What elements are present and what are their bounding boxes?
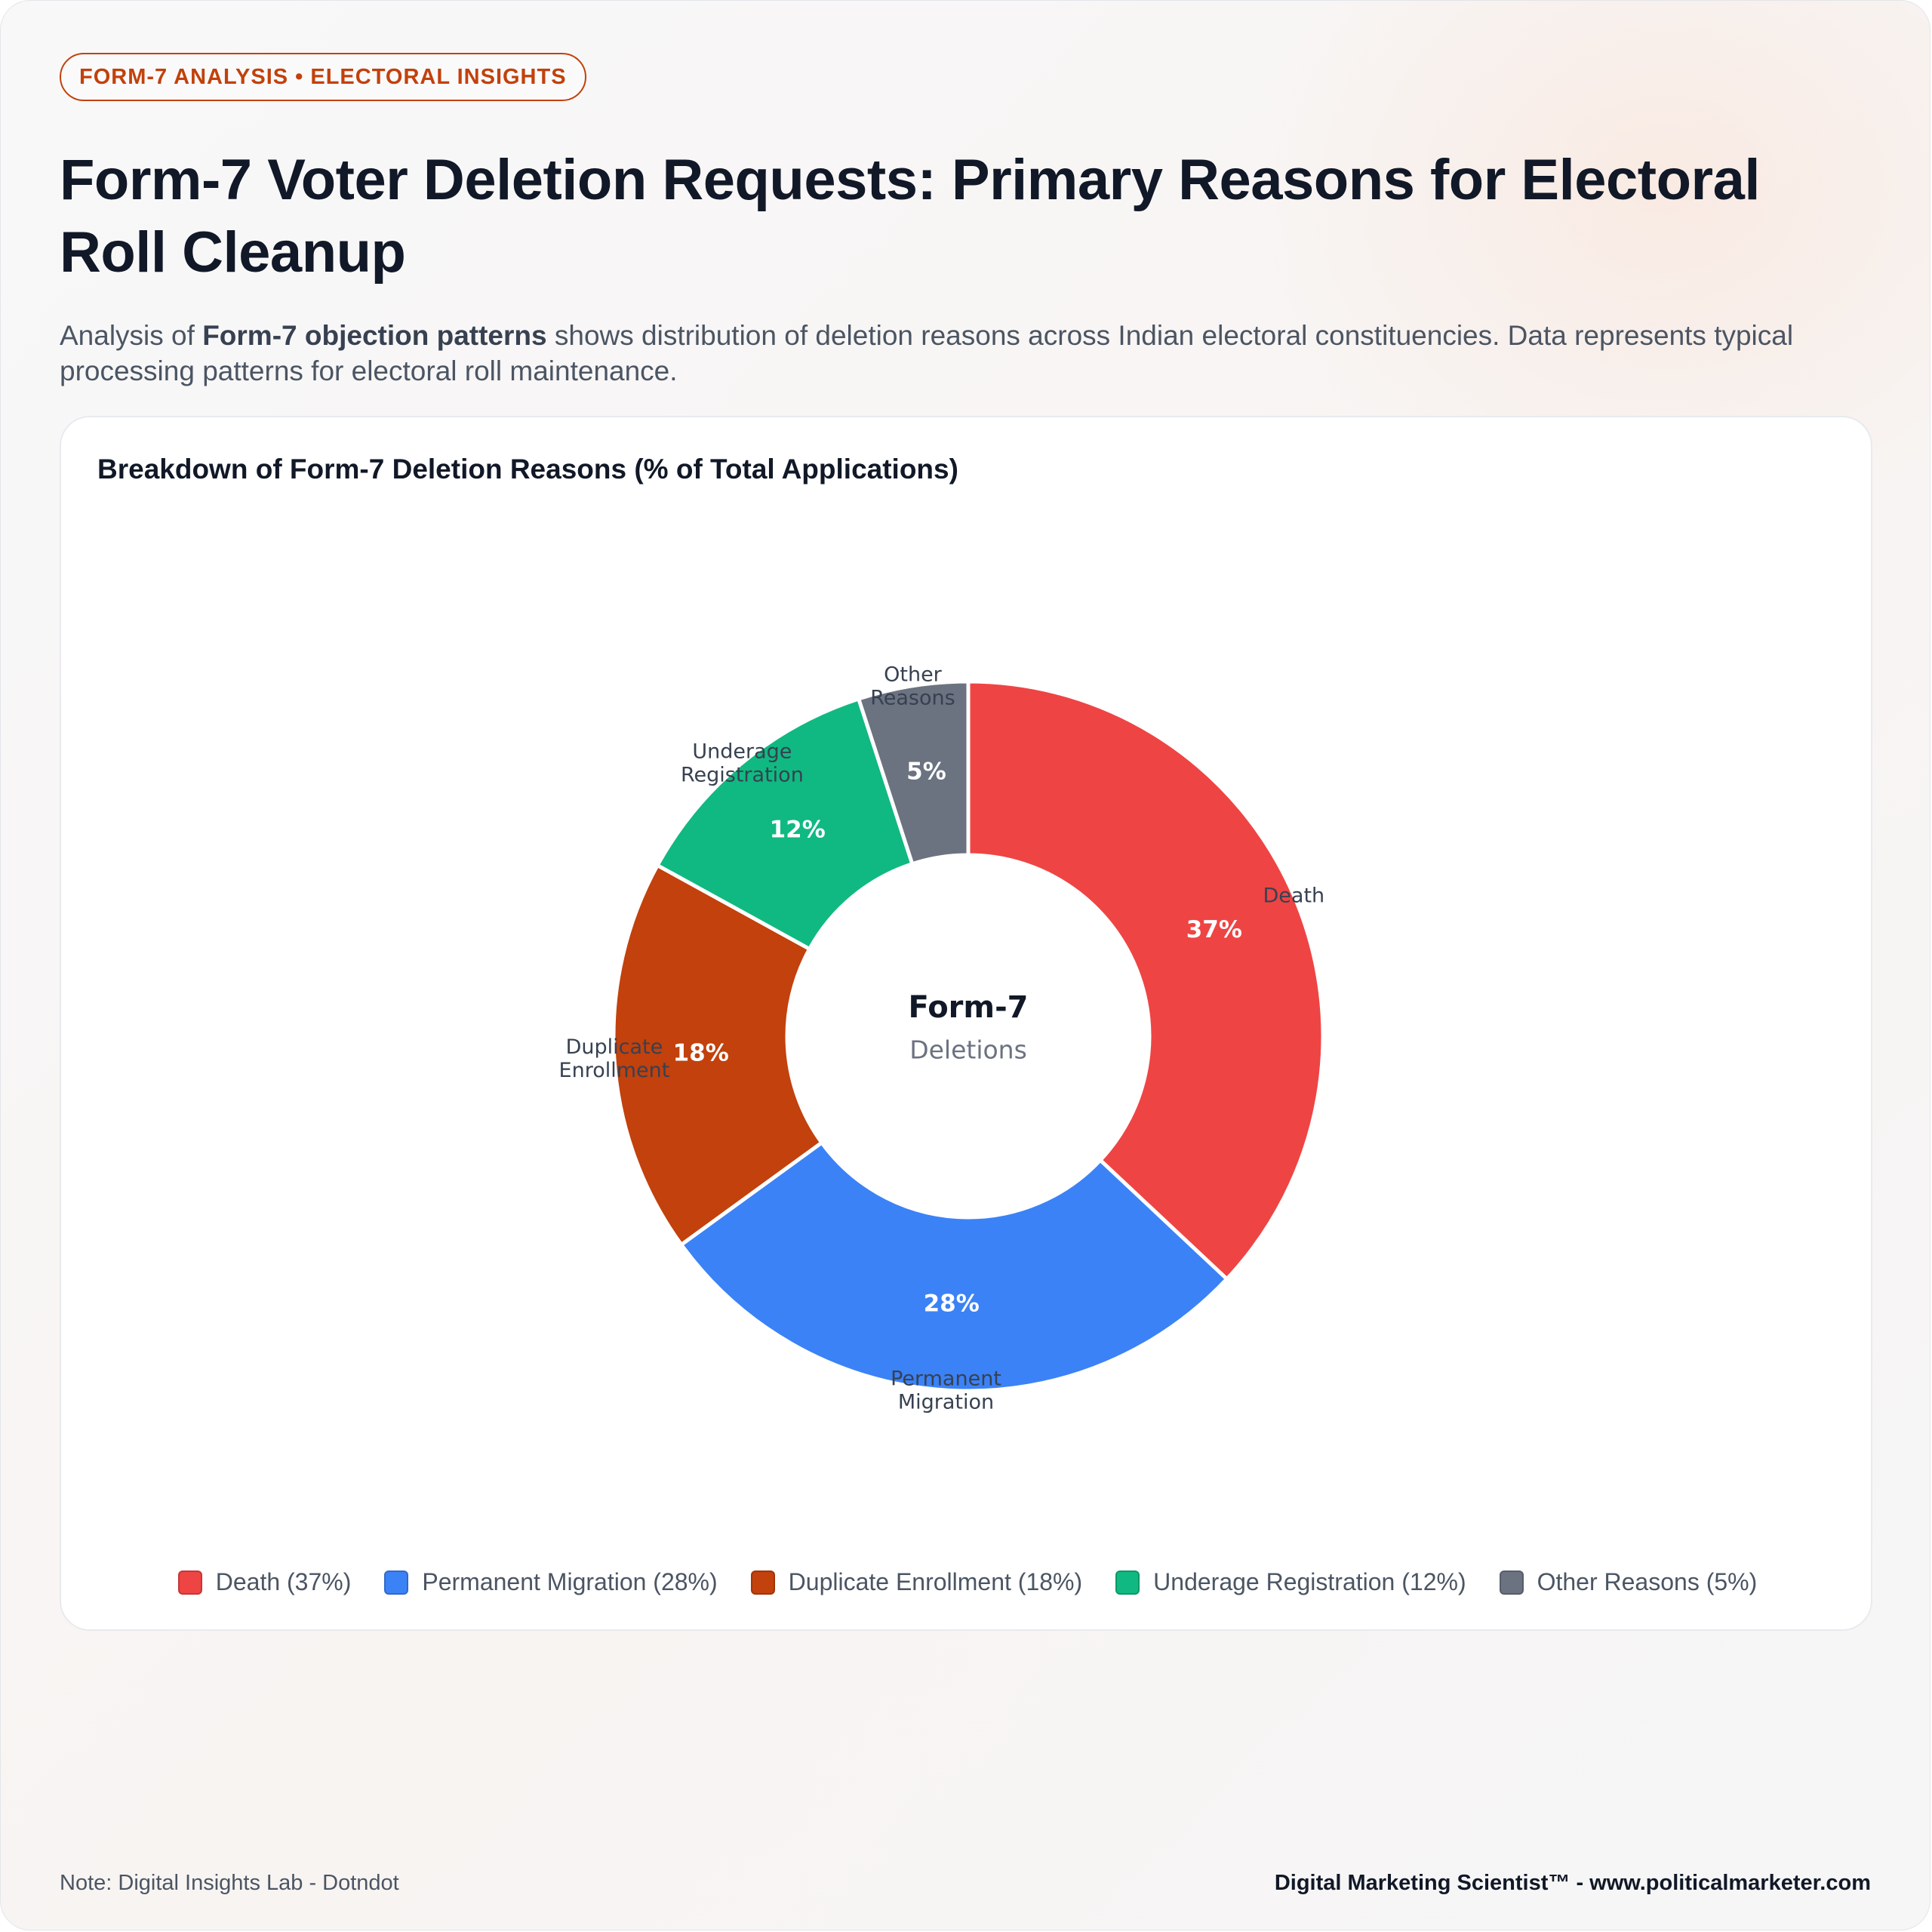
legend-swatch-permanent-migration — [384, 1570, 409, 1595]
legend-label-duplicate-enrollment: Duplicate Enrollment (18%) — [788, 1568, 1083, 1595]
slice-value-label-duplicate-enrollment: 18% — [673, 1039, 729, 1066]
legend-item-permanent-migration[interactable]: Permanent Migration (28%) — [384, 1568, 718, 1596]
legend-label-death: Death (37%) — [215, 1568, 352, 1595]
chart-legend: Death (37%) Permanent Migration (28%) Dupl… — [61, 1568, 1874, 1596]
legend-label-other-reasons: Other Reasons (5%) — [1537, 1568, 1758, 1595]
footer-note: Note: Digital Insights Lab - Dotndot — [60, 1871, 399, 1895]
legend-swatch-death — [177, 1570, 202, 1595]
legend-item-underage-registration[interactable]: Underage Registration (12%) — [1115, 1568, 1466, 1596]
subtitle-prefix: Analysis of — [60, 320, 203, 351]
legend-swatch-other-reasons — [1499, 1570, 1524, 1595]
slice-category-label-permanent-migration: Permanent Migration — [891, 1367, 1001, 1414]
slice-underage-registration[interactable] — [654, 696, 915, 952]
slice-other-reasons[interactable] — [856, 679, 971, 866]
legend-label-underage-registration: Underage Registration (12%) — [1153, 1568, 1466, 1595]
legend-item-death[interactable]: Death (37%) — [177, 1568, 352, 1596]
subtitle-emphasis: Form-7 objection patterns — [202, 320, 547, 351]
footer-brand: Digital Marketing Scientist™ - www.polit… — [1274, 1871, 1871, 1895]
legend-item-duplicate-enrollment[interactable]: Duplicate Enrollment (18%) — [750, 1568, 1083, 1596]
page-subtitle: Analysis of Form-7 objection patterns sh… — [60, 318, 1886, 389]
slice-value-label-underage-registration: 12% — [770, 816, 826, 843]
slice-value-label-other-reasons: 5% — [906, 758, 946, 785]
slice-category-label-death: Death — [1263, 884, 1325, 907]
slice-permanent-migration[interactable] — [678, 1140, 1230, 1393]
slice-duplicate-enrollment[interactable] — [611, 863, 825, 1247]
slice-death[interactable] — [966, 679, 1325, 1282]
legend-swatch-underage-registration — [1115, 1570, 1140, 1595]
donut-chart: 37% Death 28% Permanent Migration 18%Duplicat… — [559, 663, 1325, 1414]
legend-label-permanent-migration: Permanent Migration (28%) — [422, 1568, 718, 1595]
subtitle-suffix: shows distribution of deletion reasons a… — [60, 320, 1794, 386]
chart-title: Breakdown of Form-7 Deletion Reasons (% … — [97, 454, 958, 485]
slice-value-label-death: 37% — [1186, 916, 1242, 943]
page-title: Form-7 Voter Deletion Requests: Primary … — [60, 148, 1760, 285]
category-badge: FORM-7 ANALYSIS • ELECTORAL INSIGHTS — [60, 53, 586, 101]
donut-center-label: Form-7 — [908, 990, 1028, 1025]
chart-card: Breakdown of Form-7 Deletion Reasons (% … — [60, 416, 1872, 1631]
slice-category-label-underage-registration: Underage Registration — [681, 740, 804, 786]
legend-item-other-reasons[interactable]: Other Reasons (5%) — [1499, 1568, 1758, 1596]
legend-swatch-duplicate-enrollment — [750, 1570, 775, 1595]
slice-value-label-permanent-migration: 28% — [924, 1290, 980, 1317]
slice-category-label-other-reasons: Other Reasons — [870, 663, 955, 709]
slice-category-label-duplicate-enrollment: Duplicate Enrollment — [559, 1035, 670, 1082]
donut-center-sublabel: Deletions — [909, 1035, 1027, 1065]
